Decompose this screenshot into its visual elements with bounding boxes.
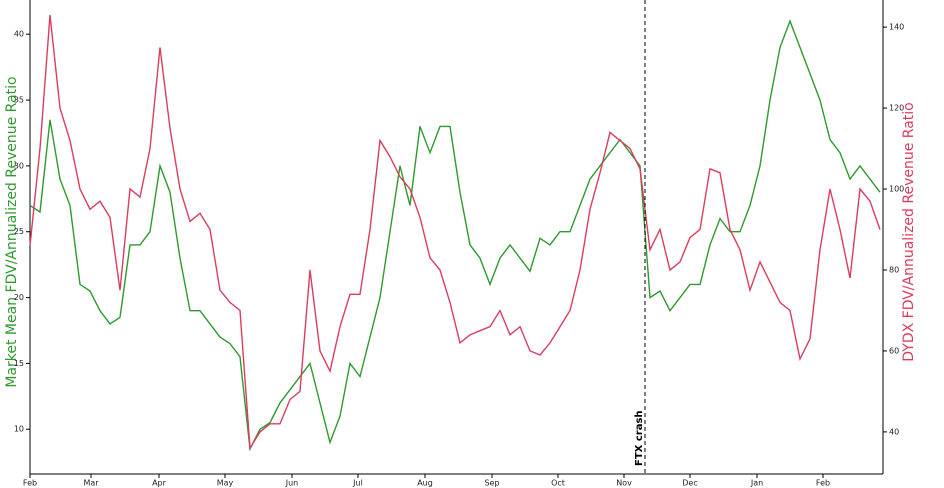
y2-tick-label: 40 (889, 427, 899, 436)
y-tick-label: 30 (14, 161, 24, 170)
y-axis-label: Market Mean FDV/Annualized Revenue Ratio (4, 76, 20, 387)
x-tick-label: Feb (23, 479, 37, 488)
y2-tick-label: 140 (889, 23, 904, 32)
x-tick-label: Jun (285, 479, 299, 488)
y-tick-label: 20 (14, 293, 24, 302)
line (29, 19, 881, 452)
y2-tick-label: 80 (889, 265, 899, 274)
x-tick-label: Nov (616, 479, 632, 488)
y-tick-label: 15 (14, 359, 24, 368)
y2-tick-label: 100 (889, 185, 904, 194)
x-tick-label: Aug (417, 479, 433, 488)
y-tick-label: 10 (14, 425, 24, 434)
y2-tick-label: 60 (889, 346, 899, 355)
x-tick-label: Sep (484, 479, 499, 488)
y-tick-label: 40 (14, 30, 24, 39)
annotation: FTX crash (634, 410, 645, 466)
x-tick-label: Oct (551, 479, 565, 488)
x-tick-label: Jan (750, 479, 763, 488)
line (29, 14, 881, 451)
y2-axis-label: DYDX FDV/Annualized Revenue Ratio (901, 102, 917, 362)
y-tick-label: 35 (14, 96, 24, 105)
y-tick-label: 25 (14, 227, 24, 236)
x-tick-label: Dec (682, 479, 697, 488)
x-tick-label: Mar (83, 479, 99, 488)
x-tick-label: May (217, 479, 234, 488)
y2-tick-label: 120 (889, 104, 904, 113)
x-tick-label: Jul (352, 479, 363, 488)
x-tick-label: Apr (152, 479, 167, 488)
x-tick-label: Feb (816, 479, 830, 488)
